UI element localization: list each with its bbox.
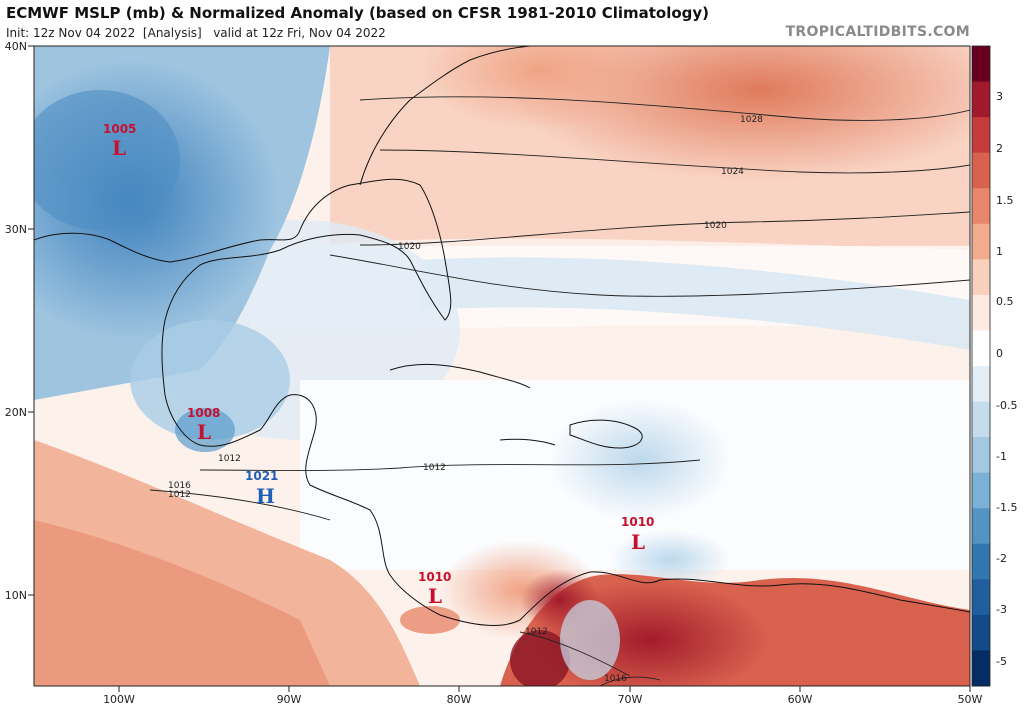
low-center: 1005 L bbox=[103, 122, 136, 160]
colorbar-label: -0.5 bbox=[996, 399, 1017, 412]
colorbar-label: -5 bbox=[996, 655, 1007, 668]
lon-label: 70W bbox=[618, 693, 643, 706]
isobars bbox=[149, 96, 970, 686]
isobar-label: 1016 bbox=[168, 481, 191, 491]
low-letter: L bbox=[428, 584, 442, 608]
isobar-label: 1024 bbox=[721, 167, 744, 177]
colorbar-label: -1 bbox=[996, 450, 1007, 463]
colorbar-swatch bbox=[972, 508, 990, 545]
colorbar-blocks bbox=[972, 46, 990, 687]
colorbar-label: 1.5 bbox=[996, 194, 1014, 207]
isobar-label: 1028 bbox=[740, 115, 763, 125]
low-center: 1008 L bbox=[187, 406, 220, 444]
lat-label: 10N bbox=[5, 589, 27, 602]
high-center: 1021 H bbox=[245, 469, 278, 508]
low-value: 1008 bbox=[187, 406, 220, 420]
lon-label: 100W bbox=[103, 693, 135, 706]
isobar-label: 1012 bbox=[423, 463, 446, 473]
lat-label: 30N bbox=[5, 223, 27, 236]
low-letter: L bbox=[631, 530, 645, 554]
colorbar-swatch bbox=[972, 152, 990, 189]
longitude-axis: 100W 90W 80W 70W 60W 50W bbox=[103, 686, 983, 706]
colorbar-swatch bbox=[972, 46, 990, 83]
low-center: 1010 L bbox=[418, 570, 451, 608]
colorbar-label: 2 bbox=[996, 142, 1003, 155]
low-value: 1010 bbox=[621, 515, 654, 529]
lon-label: 80W bbox=[447, 693, 472, 706]
colorbar-swatch bbox=[972, 472, 990, 509]
colorbar-label: 3 bbox=[996, 90, 1003, 103]
colorbar-swatch bbox=[972, 81, 990, 118]
colorbar-label: -3 bbox=[996, 603, 1007, 616]
colorbar-swatch bbox=[972, 614, 990, 651]
low-center: 1010 L bbox=[621, 515, 654, 554]
isobar-label: 1016 bbox=[604, 674, 627, 684]
colorbar-swatch bbox=[972, 401, 990, 438]
lon-label: 50W bbox=[958, 693, 983, 706]
colorbar-label: 1 bbox=[996, 245, 1003, 258]
low-value: 1010 bbox=[418, 570, 451, 584]
isobar-label: 1020 bbox=[398, 242, 421, 252]
colorbar-swatch bbox=[972, 188, 990, 225]
colorbar-swatch bbox=[972, 650, 990, 687]
colorbar-label: -2 bbox=[996, 552, 1007, 565]
high-letter: H bbox=[256, 484, 275, 508]
map-subtitle: Init: 12z Nov 04 2022 [Analysis] valid a… bbox=[6, 26, 386, 40]
lat-label: 20N bbox=[5, 406, 27, 419]
anomaly-field bbox=[34, 46, 970, 686]
colorbar-swatch bbox=[972, 223, 990, 260]
colorbar-swatch bbox=[972, 366, 990, 403]
brand-watermark: TROPICALTIDBITS.COM bbox=[785, 24, 970, 40]
low-letter: L bbox=[112, 136, 126, 160]
isobar-label: 1020 bbox=[704, 221, 727, 231]
lon-label: 90W bbox=[277, 693, 302, 706]
colorbar-label: 0 bbox=[996, 347, 1003, 360]
isobar-label: 1012 bbox=[525, 627, 548, 637]
colorbar-swatch bbox=[972, 543, 990, 580]
high-value: 1021 bbox=[245, 469, 278, 483]
isobar-label: 1012 bbox=[168, 490, 191, 500]
colorbar-swatch bbox=[972, 330, 990, 367]
isobar-labels: 1028 1024 1020 1020 1012 1012 1016 1012 … bbox=[168, 115, 763, 684]
colorbar-swatch bbox=[972, 294, 990, 331]
init-time: Init: 12z Nov 04 2022 bbox=[6, 26, 136, 40]
colorbar-label: -1.5 bbox=[996, 501, 1017, 514]
map-title: ECMWF MSLP (mb) & Normalized Anomaly (ba… bbox=[6, 4, 710, 22]
colorbar-swatch bbox=[972, 437, 990, 474]
analysis-tag: [Analysis] bbox=[142, 26, 202, 40]
map-frame bbox=[33, 45, 971, 687]
colorbar-swatch bbox=[972, 579, 990, 616]
colorbar: 3 2 1.5 1 0.5 0 -0.5 -1 -1.5 -2 -3 -5 bbox=[971, 45, 1017, 687]
isobar-label: 1012 bbox=[218, 454, 241, 464]
valid-time: valid at 12z Fri, Nov 04 2022 bbox=[213, 26, 386, 40]
low-value: 1005 bbox=[103, 122, 136, 136]
colorbar-swatch bbox=[972, 259, 990, 296]
low-letter: L bbox=[197, 420, 211, 444]
coastlines bbox=[34, 46, 970, 626]
colorbar-swatch bbox=[972, 117, 990, 154]
colorbar-label: 0.5 bbox=[996, 295, 1014, 308]
lon-label: 60W bbox=[788, 693, 813, 706]
colorbar-frame bbox=[971, 45, 991, 687]
pressure-centers: 1005 L 1008 L 1021 H 1010 L 1010 L bbox=[103, 122, 654, 608]
lat-label: 40N bbox=[5, 40, 27, 53]
latitude-axis: 40N 30N 20N 10N bbox=[5, 40, 34, 602]
